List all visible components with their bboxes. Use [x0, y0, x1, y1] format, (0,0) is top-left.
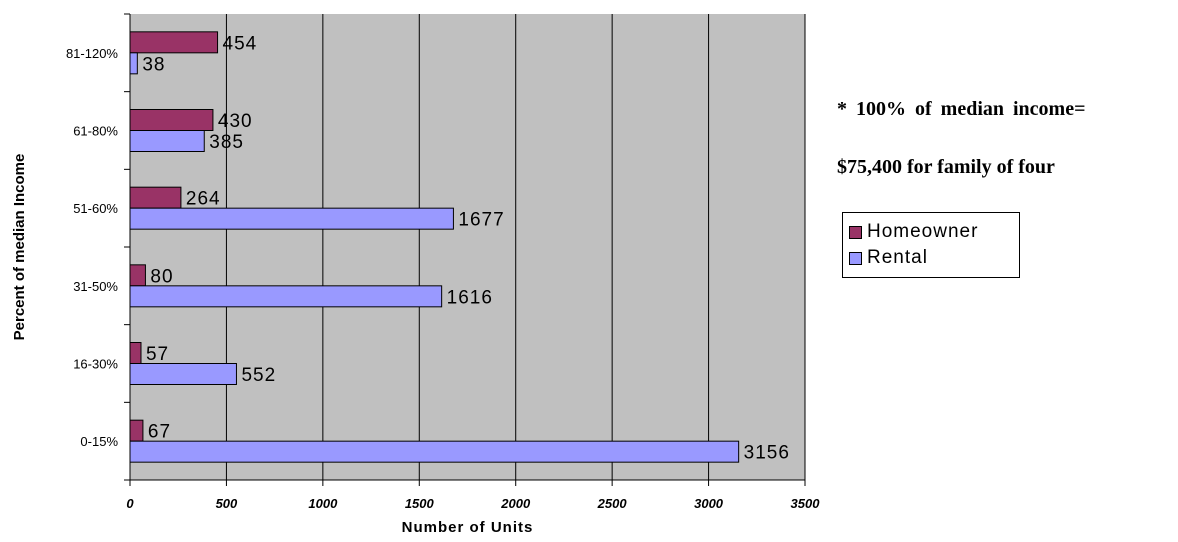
bar-homeowner-81-120: [129, 31, 219, 54]
data-label-homeowner-61-80: 430: [218, 111, 253, 132]
y-tick-label-31-50: 31-50%: [73, 279, 118, 294]
bar-rental-31-50: [129, 285, 443, 308]
grid-lines: [225, 14, 806, 480]
y-tick-label-61-80: 61-80%: [73, 124, 118, 139]
tick-labels: 0 500 1000 1500 2000 2500 3000 3500 0-15% 16-30% 3…: [66, 46, 820, 511]
bar-rental-61-80: [129, 130, 205, 152]
data-label-rental-61-80: 385: [209, 132, 244, 153]
data-label-homeowner-51-60: 264: [186, 189, 221, 210]
bar-homeowner-31-50: [129, 264, 146, 287]
legend-item-homeowner: Homeowner: [849, 220, 978, 244]
x-tick-label-1500: 1500: [405, 496, 435, 511]
data-label-rental-81-120: 38: [142, 54, 165, 75]
legend-swatch-homeowner: [849, 225, 862, 239]
x-tick-label-2500: 2500: [597, 496, 628, 511]
data-label-homeowner-16-30: 57: [146, 344, 169, 365]
legend-label-homeowner: Homeowner: [867, 221, 979, 242]
legend: Homeowner Rental: [842, 212, 1020, 278]
x-tick-label-2000: 2000: [500, 496, 531, 511]
y-tick-label-16-30: 16-30%: [73, 357, 118, 372]
x-tick-label-3000: 3000: [694, 496, 724, 511]
data-label-homeowner-81-120: 454: [223, 33, 258, 54]
x-tick-label-3500: 3500: [791, 496, 821, 511]
bar-rental-0-15: [129, 440, 740, 463]
data-label-rental-31-50: 1616: [447, 287, 493, 308]
y-axis-title: Percent of median Income: [11, 154, 28, 341]
plot-area: [130, 14, 805, 480]
data-label-rental-16-30: 552: [241, 365, 276, 386]
legend-swatch-rental: [849, 251, 862, 265]
y-tick-label-81-120: 81-120%: [66, 46, 118, 61]
median-income-note-line-1: * 100% of median income=: [837, 98, 1086, 120]
bar-rental-51-60: [129, 207, 454, 230]
y-tick-label-0-15: 0-15%: [80, 434, 118, 449]
data-label-rental-51-60: 1677: [458, 210, 504, 231]
y-tick-label-51-60: 51-60%: [73, 201, 118, 216]
bars: [129, 31, 740, 463]
bar-rental-81-120: [129, 52, 138, 75]
legend-item-rental: Rental: [849, 246, 928, 270]
x-tick-label-0: 0: [126, 496, 134, 511]
bar-homeowner-61-80: [129, 109, 214, 131]
bar-homeowner-16-30: [129, 342, 142, 364]
median-income-note-line-2: $75,400 for family of four: [837, 156, 1055, 178]
x-tick-label-500: 500: [216, 496, 238, 511]
axes: [124, 13, 806, 486]
data-label-rental-0-15: 3156: [744, 443, 790, 464]
bar-homeowner-0-15: [129, 419, 144, 442]
data-label-homeowner-0-15: 67: [148, 422, 171, 443]
x-axis-title: Number of Units: [402, 519, 534, 536]
bar-homeowner-51-60: [129, 186, 182, 209]
legend-label-rental: Rental: [867, 247, 928, 268]
x-tick-label-1000: 1000: [308, 496, 338, 511]
bar-rental-16-30: [129, 363, 237, 385]
data-label-homeowner-31-50: 80: [150, 266, 173, 287]
